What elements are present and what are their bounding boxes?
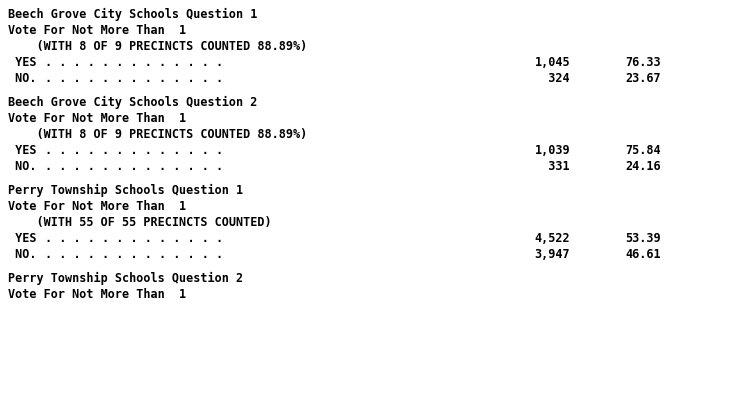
Text: 4,522: 4,522 xyxy=(534,232,570,245)
Text: YES: YES xyxy=(8,144,37,157)
Text: YES: YES xyxy=(8,232,37,245)
Text: 1,039: 1,039 xyxy=(534,144,570,157)
Text: 53.39: 53.39 xyxy=(625,232,661,245)
Text: Beech Grove City Schools Question 1: Beech Grove City Schools Question 1 xyxy=(8,8,257,21)
Text: (WITH 8 OF 9 PRECINCTS COUNTED 88.89%): (WITH 8 OF 9 PRECINCTS COUNTED 88.89%) xyxy=(8,40,308,53)
Text: 76.33: 76.33 xyxy=(625,56,661,69)
Text: Perry Township Schools Question 2: Perry Township Schools Question 2 xyxy=(8,272,243,285)
Text: Vote For Not More Than  1: Vote For Not More Than 1 xyxy=(8,112,186,125)
Text: . . . . . . . . . . . . .: . . . . . . . . . . . . . xyxy=(45,232,224,245)
Text: . . . . . . . . . . . . .: . . . . . . . . . . . . . xyxy=(45,72,224,85)
Text: 1,045: 1,045 xyxy=(534,56,570,69)
Text: Perry Township Schools Question 1: Perry Township Schools Question 1 xyxy=(8,184,243,197)
Text: (WITH 8 OF 9 PRECINCTS COUNTED 88.89%): (WITH 8 OF 9 PRECINCTS COUNTED 88.89%) xyxy=(8,128,308,141)
Text: 3,947: 3,947 xyxy=(534,248,570,261)
Text: YES: YES xyxy=(8,56,37,69)
Text: 331: 331 xyxy=(534,160,570,173)
Text: Vote For Not More Than  1: Vote For Not More Than 1 xyxy=(8,200,186,213)
Text: NO.: NO. xyxy=(8,72,37,85)
Text: 46.61: 46.61 xyxy=(625,248,661,261)
Text: 24.16: 24.16 xyxy=(625,160,661,173)
Text: . . . . . . . . . . . . .: . . . . . . . . . . . . . xyxy=(45,56,224,69)
Text: NO.: NO. xyxy=(8,248,37,261)
Text: . . . . . . . . . . . . .: . . . . . . . . . . . . . xyxy=(45,248,224,261)
Text: . . . . . . . . . . . . .: . . . . . . . . . . . . . xyxy=(45,144,224,157)
Text: 324: 324 xyxy=(534,72,570,85)
Text: . . . . . . . . . . . . .: . . . . . . . . . . . . . xyxy=(45,160,224,173)
Text: Vote For Not More Than  1: Vote For Not More Than 1 xyxy=(8,288,186,301)
Text: NO.: NO. xyxy=(8,160,37,173)
Text: Vote For Not More Than  1: Vote For Not More Than 1 xyxy=(8,24,186,37)
Text: 75.84: 75.84 xyxy=(625,144,661,157)
Text: Beech Grove City Schools Question 2: Beech Grove City Schools Question 2 xyxy=(8,96,257,109)
Text: (WITH 55 OF 55 PRECINCTS COUNTED): (WITH 55 OF 55 PRECINCTS COUNTED) xyxy=(8,216,272,229)
Text: 23.67: 23.67 xyxy=(625,72,661,85)
